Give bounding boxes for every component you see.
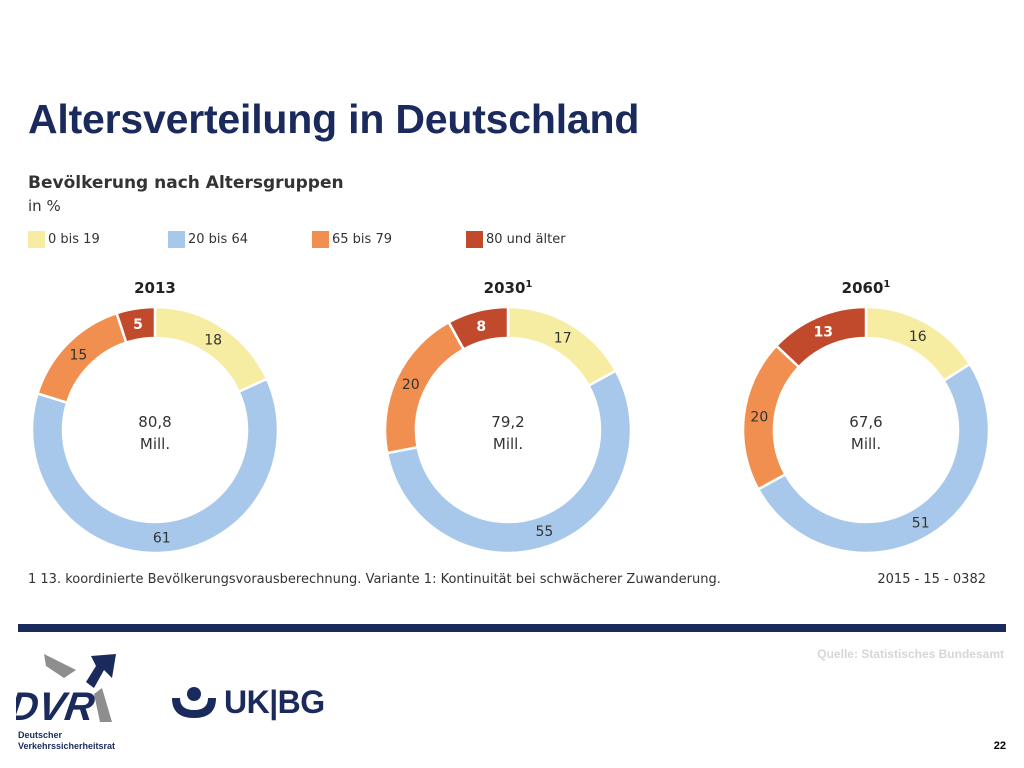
segment-label: 61 [153,530,171,546]
center-unit: Mill. [140,435,170,453]
page-number: 22 [993,740,1006,752]
dvr-logo: DVR [16,654,116,726]
center-total: 67,6 [849,413,882,431]
legend: 0 bis 19 20 bis 64 65 bis 79 80 und älte… [28,231,628,251]
divider-bar [18,624,1006,632]
ukbg-emblem-icon [172,686,216,718]
donut-segment [385,369,633,555]
legend-item-0-19: 0 bis 19 [28,231,100,248]
donut-charts: 1861155201380,8Mill.17552082030179,2Mill… [30,279,991,555]
segment-label: 8 [476,319,486,335]
segment-label: 5 [133,317,143,333]
segment-label: 20 [750,410,768,426]
legend-label: 20 bis 64 [188,232,248,247]
segment-label: 13 [814,324,833,340]
donut-segment [115,305,157,345]
slide-title: Altersverteilung in Deutschland [28,96,640,142]
source-note: Quelle: Statistisches Bundesamt [817,647,1004,661]
center-unit: Mill. [851,435,881,453]
legend-item-20-64: 20 bis 64 [168,231,248,248]
ukbg-text: UK|BG [224,684,325,720]
legend-label: 65 bis 79 [332,232,392,247]
svg-text:DVR: DVR [16,684,97,726]
segment-label: 55 [536,524,554,540]
legend-swatch [312,231,329,248]
year-superscript: 1 [525,279,532,290]
chart-year: 20601 [842,279,891,297]
footnote: 1 13. koordinierte Bevölkerungsvorausber… [28,572,721,587]
center-total: 79,2 [491,413,524,431]
donut-segment [756,362,991,555]
segment-label: 17 [554,330,572,346]
donut-segment [383,320,466,455]
legend-swatch [168,231,185,248]
donut-segment [153,305,269,394]
center-total: 80,8 [138,413,171,431]
dvr-caption: Deutscher Verkehrssicherheitsrat [18,730,116,751]
legend-item-80-plus: 80 und älter [466,231,566,248]
ukbg-logo: UK|BG [170,684,325,721]
segment-label: 51 [912,516,930,532]
segment-label: 16 [909,329,927,345]
chart-year: 2013 [134,279,176,297]
chart-year: 20301 [484,279,533,297]
legend-swatch [466,231,483,248]
donut-segment [774,305,868,369]
segment-label: 15 [69,348,87,364]
center-unit: Mill. [493,435,523,453]
segment-label: 20 [402,377,420,393]
segment-label: 18 [204,333,222,349]
chart-title: Bevölkerung nach Altersgruppen [28,173,344,193]
legend-label: 80 und älter [486,232,566,247]
legend-label: 0 bis 19 [48,232,100,247]
donut-segment [447,305,510,352]
legend-item-65-79: 65 bis 79 [312,231,392,248]
legend-swatch [28,231,45,248]
year-superscript: 1 [883,279,890,290]
chart-code: 2015 - 15 - 0382 [877,572,986,587]
donut-segment [30,377,280,555]
chart-unit: in % [28,197,61,215]
